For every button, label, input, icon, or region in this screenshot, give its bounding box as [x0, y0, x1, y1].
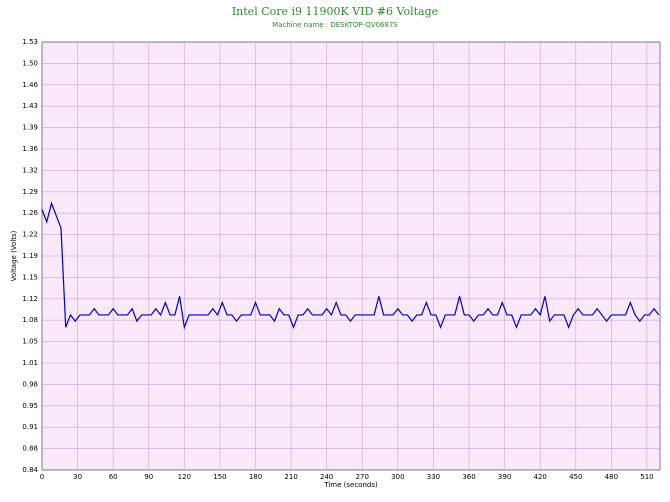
y-tick-label: 1.43: [22, 102, 38, 110]
x-tick-label: 450: [569, 473, 582, 481]
x-tick-label: 90: [144, 473, 153, 481]
y-tick-label: 1.36: [22, 145, 38, 153]
y-tick-label: 1.15: [22, 273, 38, 281]
x-tick-label: 480: [605, 473, 618, 481]
y-tick-label: 0.95: [22, 402, 38, 410]
y-axis-title: Voltage (Volts): [10, 230, 18, 281]
x-tick-label: 330: [427, 473, 440, 481]
y-tick-label: 1.22: [22, 231, 38, 239]
y-tick-label: 1.53: [22, 38, 38, 46]
y-tick-label: 1.08: [22, 316, 38, 324]
x-tick-label: 0: [40, 473, 44, 481]
y-tick-label: 0.88: [22, 445, 38, 453]
y-tick-label: 1.12: [22, 295, 38, 303]
x-tick-label: 390: [498, 473, 511, 481]
y-tick-label: 1.26: [22, 209, 38, 217]
x-tick-label: 240: [320, 473, 333, 481]
x-tick-label: 360: [462, 473, 475, 481]
y-tick-label: 1.19: [22, 252, 38, 260]
x-tick-label: 60: [109, 473, 118, 481]
y-tick-label: 1.50: [22, 59, 38, 67]
x-tick-label: 510: [640, 473, 653, 481]
plot-border: [41, 41, 661, 471]
y-tick-label: 1.46: [22, 81, 38, 89]
y-tick-label: 1.01: [22, 359, 38, 367]
x-tick-label: 120: [178, 473, 191, 481]
x-tick-label: 210: [284, 473, 297, 481]
x-tick-label: 300: [391, 473, 404, 481]
x-tick-label: 30: [73, 473, 82, 481]
y-tick-label: 1.32: [22, 166, 38, 174]
y-tick-label: 0.91: [22, 423, 38, 431]
y-tick-label: 1.05: [22, 338, 38, 346]
x-axis-title: Time (seconds): [323, 481, 378, 489]
y-tick-label: 1.29: [22, 188, 38, 196]
y-tick-label: 0.98: [22, 380, 38, 388]
x-tick-label: 420: [534, 473, 547, 481]
data-line: [41, 201, 660, 330]
y-tick-label: 0.84: [22, 466, 38, 474]
x-tick-label: 180: [249, 473, 262, 481]
x-tick-label: 150: [213, 473, 226, 481]
chart-subtitle: Machine name : DESKTOP-QV0687S: [272, 21, 398, 29]
chart-title: Intel Core i9 11900K VID #6 Voltage: [232, 5, 438, 18]
y-tick-label: 1.39: [22, 124, 38, 132]
x-tick-label: 270: [356, 473, 369, 481]
